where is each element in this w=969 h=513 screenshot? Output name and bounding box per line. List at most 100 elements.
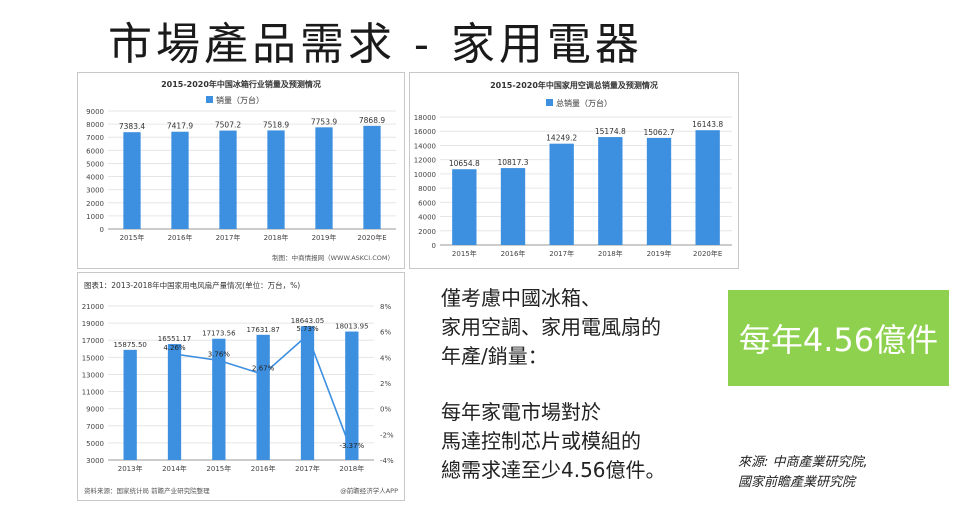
source-line: 國家前瞻產業研究院 [738,475,856,490]
x-tick-label: 2015年 [452,249,477,258]
y-tick-label: 9000 [86,406,104,414]
growth-point [172,351,177,356]
y-tick-label: 14000 [414,142,436,150]
y-tick-label: 2000 [86,200,104,208]
y2-tick-label: 2% [380,380,391,388]
y2-tick-label: 6% [380,329,391,337]
y-tick-label: 6000 [86,147,104,155]
demand-text-line: 每年家電市場對於 [441,400,601,424]
bar [300,326,315,460]
annual-demand-callout: 每年4.56億件 [728,290,949,386]
y-tick-label: 10000 [414,171,436,179]
x-tick-label: 2019年 [312,233,337,242]
bar [315,127,333,229]
y-tick-label: 4000 [418,214,436,222]
bar-value-label: 7753.9 [311,117,337,126]
y2-tick-label: -4% [380,457,394,465]
growth-point [305,333,310,338]
bar [267,130,285,229]
y-tick-label: 17000 [82,337,104,345]
demand-text: 每年家電市場對於 馬達控制芯片或模組的 總需求達至少4.56億件。 [441,398,666,485]
x-tick-label: 2018年 [339,464,364,473]
x-tick-label: 2016年 [251,464,276,473]
growth-label: 2.67% [252,364,275,372]
growth-label: 5.73% [296,325,319,333]
x-tick-label: 2017年 [549,249,574,258]
bar [167,344,182,460]
fan-production-chart-svg: 图表1：2013-2018年中国家用电风扇产量情况(单位：万台，%) 3000 50… [82,280,398,495]
y-tick-label: 5000 [86,160,104,168]
y-tick-label: 1000 [86,213,104,221]
legend-label: 总销量（万台） [556,98,612,108]
bar [500,168,526,245]
source-line: 來源: 中商產業研究院, [738,455,868,470]
x-tick-label: 2016年 [501,249,526,258]
slide-title: 市場產品需求 - 家用電器 [108,19,643,70]
y-tick-label: 11000 [82,389,104,397]
x-tick-label: 2017年 [216,233,241,242]
bar-value-label: 17173.56 [202,330,236,338]
bar-value-label: 15062.7 [643,128,674,137]
bar-value-label: 15875.50 [113,341,146,349]
y-tick-label: 8000 [418,185,436,193]
chart-watermark-credit: @前瞻经济学人APP [340,486,398,495]
bar-value-label: 7417.9 [167,122,193,131]
bar [452,169,477,245]
y-tick-label: 7000 [86,423,104,431]
scope-text-line: 家用空調、家用電風扇的 [441,315,661,339]
x-tick-label: 2020年E [693,249,722,258]
x-tick-label: 2020年E [357,233,386,242]
x-tick-label: 2018年 [264,233,289,242]
x-tick-label: 2019年 [647,249,672,258]
bar-value-label: 16551.17 [158,335,191,343]
y-tick-label: 18000 [414,114,436,122]
bar [256,334,270,460]
demand-text-line: 馬達控制芯片或模組的 [441,429,641,453]
legend-label: 销量（万台） [216,95,264,105]
y-tick-label: 6000 [418,199,436,207]
bar [123,349,137,460]
bar-value-label: 10817.3 [497,158,528,167]
x-tick-label: 2017年 [295,464,320,473]
bar-value-label: 7507.2 [215,121,241,130]
source-note: 來源: 中商產業研究院, 國家前瞻產業研究院 [738,453,868,493]
chart-footer: 制图：中商情报网（WWW.ASKCI.COM） [272,253,394,262]
bar [212,338,226,460]
y-tick-label: 9000 [86,108,104,116]
y-tick-label: 3000 [86,187,104,195]
growth-point [216,358,221,363]
y-tick-label: 15000 [82,354,104,362]
x-tick-label: 2018年 [598,249,623,258]
chart-source-note: 资料来源：国家统计局 前瞻产业研究院整理 [84,486,210,495]
growth-label: 3.76% [208,350,231,358]
x-tick-label: 2015年 [206,464,231,473]
bar [123,132,141,229]
bar [646,137,672,245]
bar-value-label: 15174.8 [595,127,626,136]
y-tick-label: 2000 [418,228,436,236]
chart-title: 2015-2020年中国家用空调总销量及预测情况 [490,80,658,90]
bar-value-label: 7518.9 [263,120,289,129]
y-tick-label: 13000 [82,371,104,379]
y-tick-label: 19000 [82,320,104,328]
y-tick-label: 12000 [414,157,436,165]
growth-label: -3.37% [339,442,364,450]
bar [219,130,237,229]
bar-value-label: 7383.4 [119,122,145,131]
demand-text-line: 總需求達至少4.56億件。 [441,458,666,482]
x-tick-label: 2013年 [118,464,143,473]
growth-label: 4.26% [163,344,186,352]
y2-tick-label: 4% [380,354,391,362]
y2-tick-label: 0% [380,406,391,414]
bar-value-label: 17631.87 [246,326,279,334]
y-tick-label: 16000 [414,128,436,136]
fan-production-chart: 图表1：2013-2018年中国家用电风扇产量情况(单位：万台，%) 3000 50… [77,272,405,501]
legend-swatch [546,99,553,106]
fridge-sales-chart: 2015-2020年中国冰箱行业销量及预测情况 销量（万台） 0 1000 2000 30… [77,72,405,269]
bar [345,331,359,460]
scope-text: 僅考慮中國冰箱、 家用空調、家用電風扇的 年產/銷量： [441,284,661,371]
y-tick-label: 0 [100,226,104,234]
bar [171,131,189,229]
x-tick-label: 2014年 [162,464,187,473]
